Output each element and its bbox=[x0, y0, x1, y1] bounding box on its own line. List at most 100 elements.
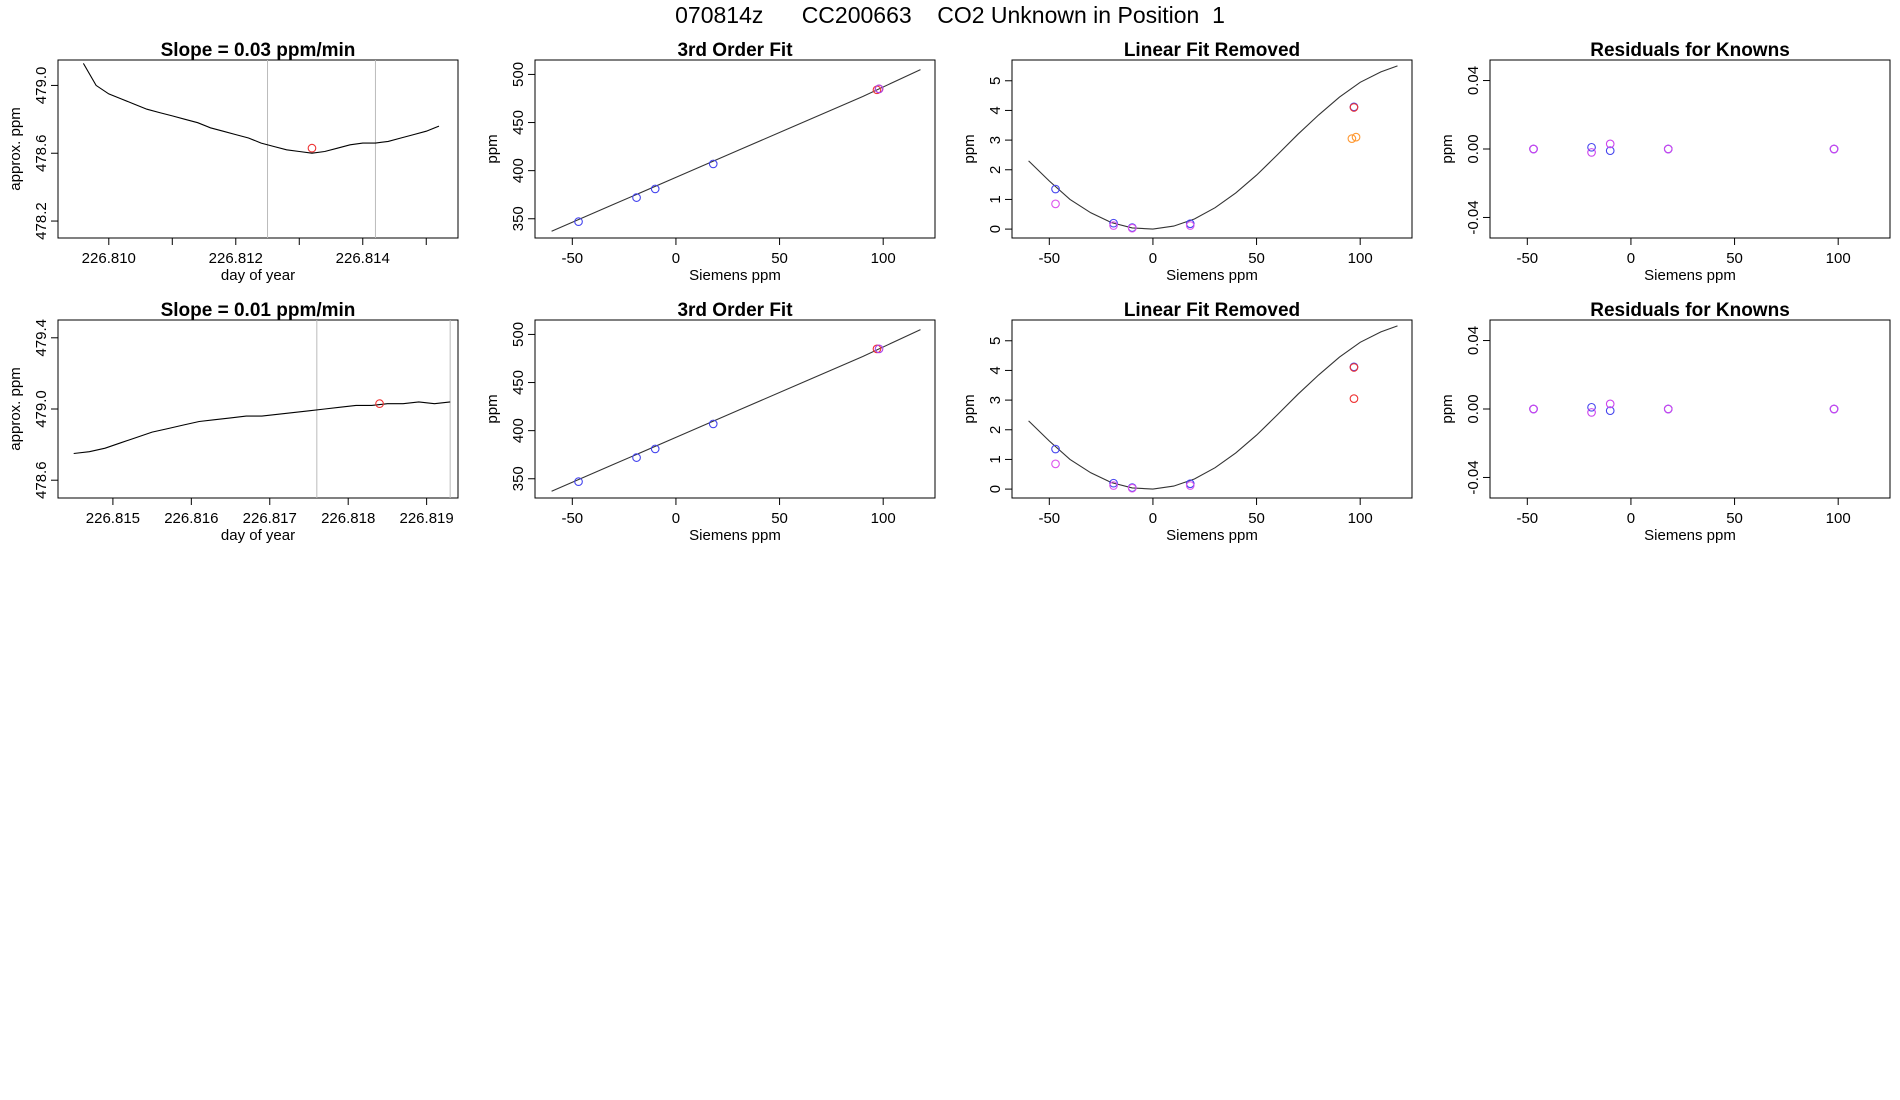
data-point bbox=[708, 419, 718, 429]
chart-panel-row1-col2: 3rd Order Fit -50 0 50 100 350 400 450 500 Siemen… bbox=[484, 40, 936, 284]
y-tick-label: 3 bbox=[987, 396, 1004, 404]
plot-area bbox=[551, 329, 921, 492]
x-axis-label: day of year bbox=[221, 527, 295, 544]
y-tick-label: 0.04 bbox=[1465, 66, 1482, 95]
y-tick-label: -0.04 bbox=[1465, 200, 1482, 234]
x-tick-label: 0 bbox=[1627, 250, 1635, 267]
data-point bbox=[1109, 478, 1118, 488]
data-point bbox=[1529, 144, 1538, 154]
x-tick-label: -50 bbox=[1516, 250, 1538, 267]
y-tick-label: 5 bbox=[987, 77, 1004, 85]
y-axis-label: ppm bbox=[961, 134, 978, 163]
y-axis-label: ppm bbox=[961, 394, 978, 423]
x-tick-label: -50 bbox=[1038, 510, 1060, 527]
y-tick-label: 350 bbox=[510, 206, 527, 231]
fit-curve bbox=[551, 329, 921, 492]
y-tick-label: 478.2 bbox=[33, 202, 50, 240]
y-tick-label: 479.4 bbox=[33, 319, 50, 357]
plot-area bbox=[1529, 399, 1839, 417]
y-tick-label: 479.0 bbox=[33, 67, 50, 105]
data-point bbox=[874, 84, 884, 94]
y-tick-label: 2 bbox=[987, 426, 1004, 434]
y-tick-label: 4 bbox=[987, 106, 1004, 114]
x-axis-label: Siemens ppm bbox=[689, 267, 781, 284]
panel-title: Residuals for Knowns bbox=[1590, 300, 1790, 321]
marker-point bbox=[307, 143, 317, 153]
x-tick-label: 50 bbox=[771, 250, 788, 267]
data-point bbox=[1347, 134, 1357, 143]
y-tick-label: 450 bbox=[510, 110, 527, 135]
data-point bbox=[1051, 459, 1060, 469]
x-tick-label: 226.812 bbox=[209, 250, 263, 267]
y-tick-label: 400 bbox=[510, 158, 527, 183]
y-tick-label: 0 bbox=[987, 485, 1004, 493]
x-tick-label: 50 bbox=[771, 510, 788, 527]
x-tick-label: 100 bbox=[1826, 510, 1851, 527]
x-axis-label: Siemens ppm bbox=[1644, 267, 1736, 284]
y-axis-label: approx. ppm bbox=[7, 107, 24, 190]
data-point bbox=[1127, 223, 1137, 233]
data-point bbox=[1185, 221, 1195, 230]
data-point bbox=[632, 453, 641, 462]
panel-title: Slope = 0.03 ppm/min bbox=[161, 40, 356, 61]
y-axis-label: ppm bbox=[484, 394, 501, 423]
data-point bbox=[1829, 144, 1839, 154]
plot-frame bbox=[1011, 59, 1413, 239]
chart-panel-row2-col4: Residuals for Knowns -50 0 50 100 -0.04 0.00 0.… bbox=[1439, 300, 1891, 544]
x-tick-label: 226.818 bbox=[321, 510, 375, 527]
x-axis-label: Siemens ppm bbox=[1166, 267, 1258, 284]
data-point bbox=[1605, 139, 1615, 149]
data-point bbox=[1587, 142, 1596, 152]
y-tick-label: 3 bbox=[987, 136, 1004, 144]
y-tick-label: -0.04 bbox=[1465, 460, 1482, 494]
data-point bbox=[1109, 218, 1118, 228]
data-point bbox=[1587, 148, 1596, 157]
data-line bbox=[82, 63, 440, 154]
data-line bbox=[73, 401, 451, 455]
x-tick-label: 226.819 bbox=[400, 510, 454, 527]
data-point bbox=[1109, 221, 1118, 230]
data-point bbox=[708, 159, 718, 169]
x-axis-label: Siemens ppm bbox=[689, 527, 781, 544]
x-axis-label: Siemens ppm bbox=[1166, 527, 1258, 544]
fit-curve bbox=[551, 69, 921, 232]
data-point bbox=[1051, 199, 1060, 209]
x-tick-label: 50 bbox=[1248, 510, 1265, 527]
x-tick-label: 100 bbox=[1826, 250, 1851, 267]
data-point bbox=[650, 184, 660, 194]
data-point bbox=[1185, 481, 1195, 490]
x-tick-label: -50 bbox=[561, 250, 583, 267]
chart-panel-row1-col1: Slope = 0.03 ppm/min 226.810 226.812 226.81… bbox=[7, 40, 459, 284]
data-point bbox=[574, 217, 583, 226]
y-tick-label: 1 bbox=[987, 455, 1004, 463]
fit-curve bbox=[1028, 65, 1398, 230]
plot-area bbox=[82, 60, 440, 238]
x-tick-label: 0 bbox=[672, 250, 680, 267]
data-point bbox=[574, 477, 583, 486]
data-point bbox=[1587, 402, 1596, 412]
data-point bbox=[1109, 481, 1118, 490]
x-axis-label: day of year bbox=[221, 267, 295, 284]
data-point bbox=[1605, 146, 1615, 156]
y-tick-label: 0.00 bbox=[1465, 134, 1482, 163]
y-axis-label: ppm bbox=[1439, 134, 1456, 163]
panel-title: Linear Fit Removed bbox=[1124, 40, 1300, 61]
data-point bbox=[1349, 363, 1359, 372]
y-tick-label: 500 bbox=[510, 322, 527, 347]
y-tick-label: 0.04 bbox=[1465, 326, 1482, 355]
y-tick-label: 478.6 bbox=[33, 134, 50, 172]
x-tick-label: 50 bbox=[1248, 250, 1265, 267]
data-point bbox=[1185, 219, 1195, 229]
x-axis-label: Siemens ppm bbox=[1644, 527, 1736, 544]
data-point bbox=[1663, 404, 1673, 414]
plot-frame bbox=[1011, 319, 1413, 499]
x-tick-label: -50 bbox=[561, 510, 583, 527]
y-axis-label: approx. ppm bbox=[7, 367, 24, 450]
data-point bbox=[1529, 404, 1538, 414]
data-point bbox=[1349, 103, 1359, 112]
chart-panel-row1-col3: Linear Fit Removed -50 0 50 100 0 1 2 3 4 5 Siemens… bbox=[961, 40, 1413, 284]
x-tick-label: 0 bbox=[1627, 510, 1635, 527]
page-title: 070814z CC200663 CO2 Unknown in Position… bbox=[675, 2, 1225, 28]
x-tick-label: 100 bbox=[871, 250, 896, 267]
marker-point bbox=[375, 399, 384, 409]
